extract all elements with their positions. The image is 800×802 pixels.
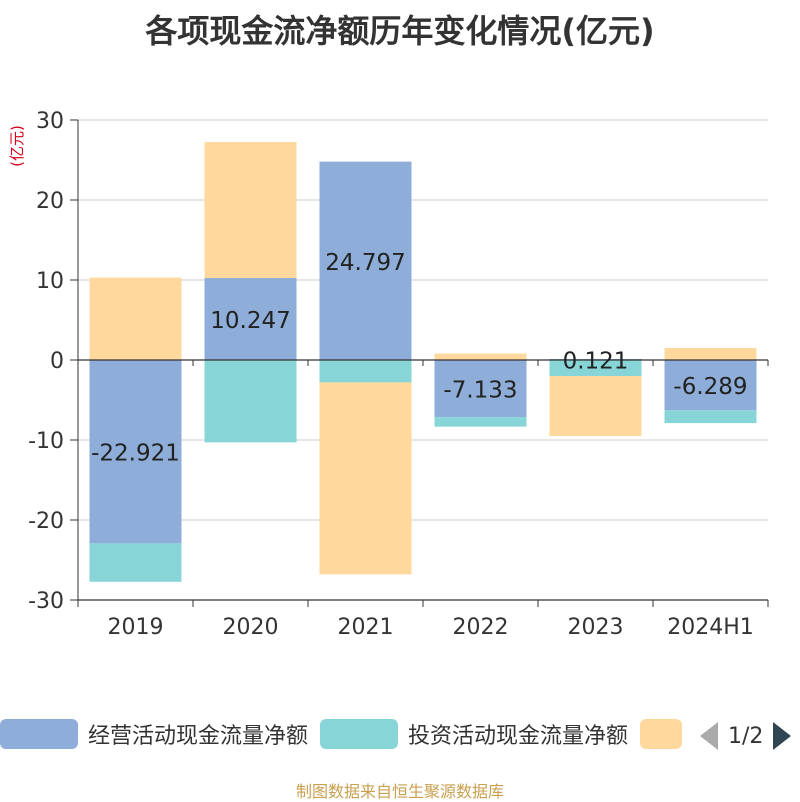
y-axis-label: (亿元) xyxy=(8,125,26,167)
legend: 经营活动现金流量净额 投资活动现金流量净额 1/2 xyxy=(0,716,800,756)
y-tick-label: 0 xyxy=(50,349,64,374)
legend-swatch-operating xyxy=(0,719,78,749)
data-label: -7.133 xyxy=(443,378,517,404)
chart-title: 各项现金流净额历年变化情况(亿元) xyxy=(145,12,655,50)
data-label: 0.121 xyxy=(563,349,629,375)
legend-label-operating: 经营活动现金流量净额 xyxy=(88,724,309,749)
bar-series0-2024H1 xyxy=(664,360,757,411)
bar-series0-2021 xyxy=(319,161,412,360)
bar-series2-2021 xyxy=(319,382,412,575)
legend-item-third[interactable] xyxy=(640,716,682,752)
bar-series1-2022 xyxy=(434,417,527,427)
legend-item-investing[interactable]: 投资活动现金流量净额 xyxy=(320,716,628,752)
x-tick-label: 2023 xyxy=(568,615,624,640)
legend-label-investing: 投资活动现金流量净额 xyxy=(408,724,629,749)
y-tick-label: -30 xyxy=(28,589,64,614)
bar-series2-2020 xyxy=(204,142,297,279)
y-tick-label: -10 xyxy=(28,429,64,454)
data-label: -22.921 xyxy=(91,441,180,467)
bar-series2-2022 xyxy=(434,353,527,360)
data-label: 10.247 xyxy=(210,308,290,334)
legend-pager: 1/2 xyxy=(700,718,792,754)
pager-prev-icon[interactable] xyxy=(700,722,718,750)
legend-swatch-third xyxy=(640,719,682,749)
legend-swatch-investing xyxy=(320,719,398,749)
y-tick-label: 10 xyxy=(36,269,64,294)
bar-series1-2020 xyxy=(204,360,297,443)
bar-series0-2020 xyxy=(204,278,297,360)
bar-series2-2019 xyxy=(89,277,182,360)
legend-item-operating[interactable]: 经营活动现金流量净额 xyxy=(0,716,308,752)
x-tick-label: 2020 xyxy=(223,615,279,640)
x-tick-label: 2021 xyxy=(338,615,394,640)
bar-series1-2021 xyxy=(319,360,412,383)
x-tick-label: 2019 xyxy=(108,615,164,640)
y-tick-label: 30 xyxy=(36,109,64,134)
bar-series2-2024H1 xyxy=(664,348,757,360)
x-tick-label: 2022 xyxy=(453,615,509,640)
y-tick-label: 20 xyxy=(36,189,64,214)
data-label: 24.797 xyxy=(325,250,405,276)
bar-series1-2019 xyxy=(89,543,182,582)
bar-series2-2023 xyxy=(549,376,642,436)
bar-series0-2019 xyxy=(89,360,182,544)
bar-series0-2022 xyxy=(434,360,527,418)
pager-next-icon[interactable] xyxy=(773,722,792,750)
source-note: 制图数据来自恒生聚源数据库 xyxy=(295,782,504,801)
pager-text: 1/2 xyxy=(728,723,764,749)
bar-series1-2023 xyxy=(549,360,642,376)
bar-series1-2024H1 xyxy=(664,410,757,424)
y-tick-label: -20 xyxy=(28,509,64,534)
data-label: -6.289 xyxy=(673,374,747,400)
x-tick-label: 2024H1 xyxy=(667,615,754,640)
